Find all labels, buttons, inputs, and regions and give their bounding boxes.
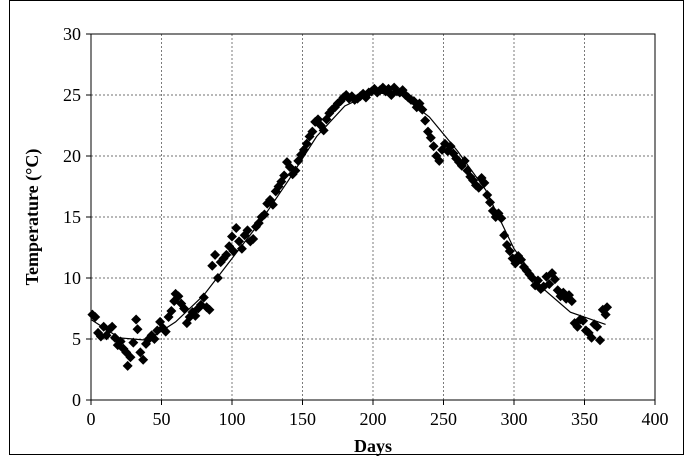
data-point — [166, 305, 177, 316]
data-point — [236, 243, 247, 254]
data-point — [149, 334, 160, 344]
data-point — [290, 165, 301, 176]
x-tick-label: 250 — [430, 409, 457, 429]
data-point — [132, 324, 143, 335]
data-point — [227, 231, 237, 242]
y-tick-label: 15 — [63, 207, 81, 227]
grid — [91, 34, 655, 400]
y-tick-label: 0 — [72, 390, 81, 410]
x-tick-label: 400 — [642, 409, 669, 429]
data-point — [279, 170, 290, 181]
data-point — [122, 360, 133, 371]
data-point — [204, 304, 215, 315]
data-point — [428, 141, 439, 152]
data-point — [566, 296, 577, 307]
data-point — [231, 222, 242, 233]
y-tick-label: 25 — [63, 85, 81, 105]
data-point — [578, 315, 589, 326]
data-point — [160, 326, 171, 337]
data-point — [242, 225, 253, 236]
x-tick-label: 50 — [153, 409, 171, 429]
data-point — [499, 230, 510, 241]
data-point — [115, 336, 126, 347]
data-point — [434, 155, 445, 166]
data-point — [210, 249, 221, 260]
data-point — [301, 138, 312, 149]
y-axis-title: Temperature (°C) — [22, 149, 43, 286]
data-point — [482, 190, 493, 201]
data-point — [307, 126, 318, 137]
data-point — [128, 337, 139, 348]
data-point — [125, 352, 136, 363]
data-point — [549, 274, 560, 285]
data-point — [228, 246, 239, 257]
x-axis-title: Days — [354, 436, 392, 456]
data-point — [602, 302, 613, 313]
data-points-layer — [87, 82, 613, 371]
data-point — [107, 321, 118, 332]
data-point — [218, 253, 229, 264]
y-tick-label: 10 — [63, 268, 81, 288]
data-point — [212, 273, 223, 283]
data-point — [198, 292, 209, 303]
data-point — [600, 309, 611, 320]
x-tick-label: 300 — [501, 409, 528, 429]
data-point — [417, 104, 428, 115]
data-point — [179, 303, 190, 314]
data-point — [267, 199, 278, 210]
data-point — [544, 279, 555, 290]
x-tick-label: 150 — [289, 409, 316, 429]
y-tick-label: 5 — [72, 329, 81, 349]
data-point — [532, 275, 543, 286]
data-point — [592, 321, 603, 332]
y-tick-label: 20 — [63, 146, 81, 166]
data-point — [485, 197, 496, 208]
data-point — [90, 312, 101, 323]
data-point — [318, 125, 329, 136]
x-tick-label: 350 — [571, 409, 598, 429]
fit-curve — [90, 91, 606, 341]
data-point — [595, 335, 606, 346]
data-point — [138, 354, 149, 365]
data-point — [516, 254, 527, 265]
data-point — [420, 115, 431, 126]
y-tick-label: 30 — [63, 24, 81, 44]
data-point — [190, 310, 201, 321]
data-point — [496, 213, 507, 224]
data-point — [207, 260, 218, 271]
data-point — [259, 209, 270, 220]
data-point — [504, 246, 515, 257]
data-point — [479, 177, 490, 188]
data-point — [473, 182, 484, 193]
data-point — [572, 321, 583, 332]
x-tick-label: 100 — [219, 409, 246, 429]
data-point — [131, 314, 142, 325]
data-point — [221, 249, 232, 260]
data-point — [425, 132, 436, 143]
data-point — [459, 155, 470, 166]
data-point — [586, 332, 597, 343]
chart-frame — [9, 0, 684, 455]
data-point — [248, 233, 259, 244]
x-tick-label: 200 — [360, 409, 387, 429]
data-point — [445, 141, 456, 152]
data-point — [234, 236, 245, 247]
x-tick-label: 0 — [87, 409, 96, 429]
fit-curve-layer — [90, 91, 606, 341]
data-point — [173, 291, 184, 302]
data-point — [135, 347, 146, 358]
